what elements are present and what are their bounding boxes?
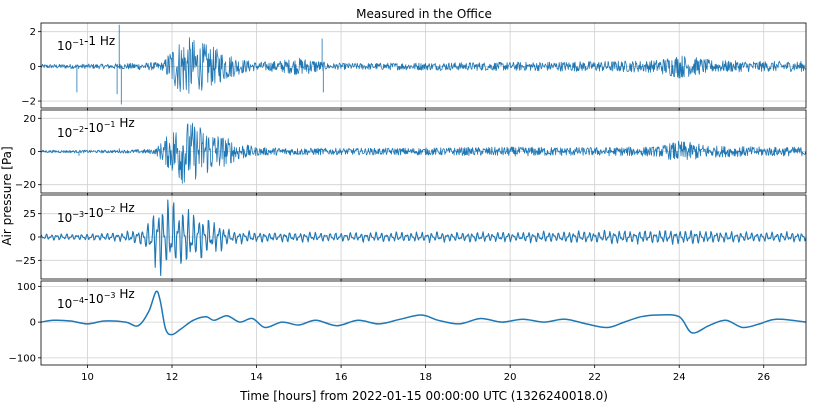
label-text: - bbox=[84, 292, 88, 306]
label-text: Hz bbox=[116, 116, 135, 130]
label-text: 10 bbox=[88, 292, 103, 306]
y-axis-label: Air pressure [Pa] bbox=[0, 146, 14, 245]
label-exponent: −1 bbox=[72, 38, 84, 47]
label-text: 10 bbox=[57, 297, 72, 311]
x-tick-label: 18 bbox=[419, 372, 432, 383]
label-exponent: −2 bbox=[72, 125, 84, 134]
label-text: 10 bbox=[57, 126, 72, 140]
panel-frame bbox=[40, 280, 807, 366]
y-tick-label: 2 bbox=[30, 27, 36, 38]
label-exponent: −4 bbox=[72, 296, 84, 305]
x-axis-label: Time [hours] from 2022-01-15 00:00:00 UT… bbox=[239, 389, 608, 403]
label-exponent: −3 bbox=[104, 291, 116, 300]
y-tick-label: −25 bbox=[15, 256, 36, 267]
x-tick-label: 20 bbox=[504, 372, 517, 383]
panel-frame bbox=[40, 194, 807, 280]
x-tick-label: 24 bbox=[673, 372, 686, 383]
series-line-panel-2 bbox=[40, 122, 807, 184]
x-tick-label: 16 bbox=[335, 372, 348, 383]
band-label-panel-4: 10−4-10−3 Hz bbox=[57, 287, 135, 311]
label-text: 10 bbox=[88, 206, 103, 220]
series-line-panel-4 bbox=[40, 290, 807, 336]
label-exponent: −1 bbox=[104, 120, 116, 129]
y-tick-label: 0 bbox=[30, 318, 36, 329]
y-tick-label: −2 bbox=[21, 97, 36, 108]
x-tick-label: 14 bbox=[250, 372, 263, 383]
label-text: - bbox=[84, 121, 88, 135]
y-tick-label: −100 bbox=[9, 353, 36, 364]
y-tick-label: 20 bbox=[23, 114, 36, 125]
series-line-panel-3 bbox=[40, 199, 807, 277]
series-line-panel-1 bbox=[40, 24, 807, 105]
label-text: 10 bbox=[57, 39, 72, 53]
panel-frame bbox=[40, 22, 807, 109]
label-text: Hz bbox=[116, 287, 135, 301]
band-label-panel-3: 10−3-10−2 Hz bbox=[57, 201, 135, 225]
y-tick-label: 25 bbox=[23, 209, 36, 220]
label-text: 10 bbox=[57, 211, 72, 225]
y-tick-label: 100 bbox=[17, 282, 36, 293]
x-tick-label: 10 bbox=[81, 372, 94, 383]
label-exponent: −2 bbox=[104, 205, 116, 214]
label-text: -1 Hz bbox=[84, 34, 115, 48]
y-tick-label: −20 bbox=[15, 180, 36, 191]
panel-frame bbox=[40, 109, 807, 194]
label-text: 10 bbox=[88, 121, 103, 135]
x-tick-label: 12 bbox=[166, 372, 179, 383]
label-exponent: −3 bbox=[72, 210, 84, 219]
y-tick-label: 0 bbox=[30, 147, 36, 158]
label-text: - bbox=[84, 206, 88, 220]
chart-title: Measured in the Office bbox=[356, 7, 492, 21]
x-tick-label: 22 bbox=[588, 372, 601, 383]
panel-1: −2 0 2 10−1-1 Hz bbox=[21, 22, 807, 111]
y-tick-label: 0 bbox=[30, 233, 36, 244]
y-tick-label: 0 bbox=[30, 62, 36, 73]
band-label-panel-2: 10−2-10−1 Hz bbox=[57, 116, 135, 140]
x-tick-label: 26 bbox=[757, 372, 770, 383]
band-label-panel-1: 10−1-1 Hz bbox=[57, 34, 115, 53]
label-text: Hz bbox=[116, 201, 135, 215]
